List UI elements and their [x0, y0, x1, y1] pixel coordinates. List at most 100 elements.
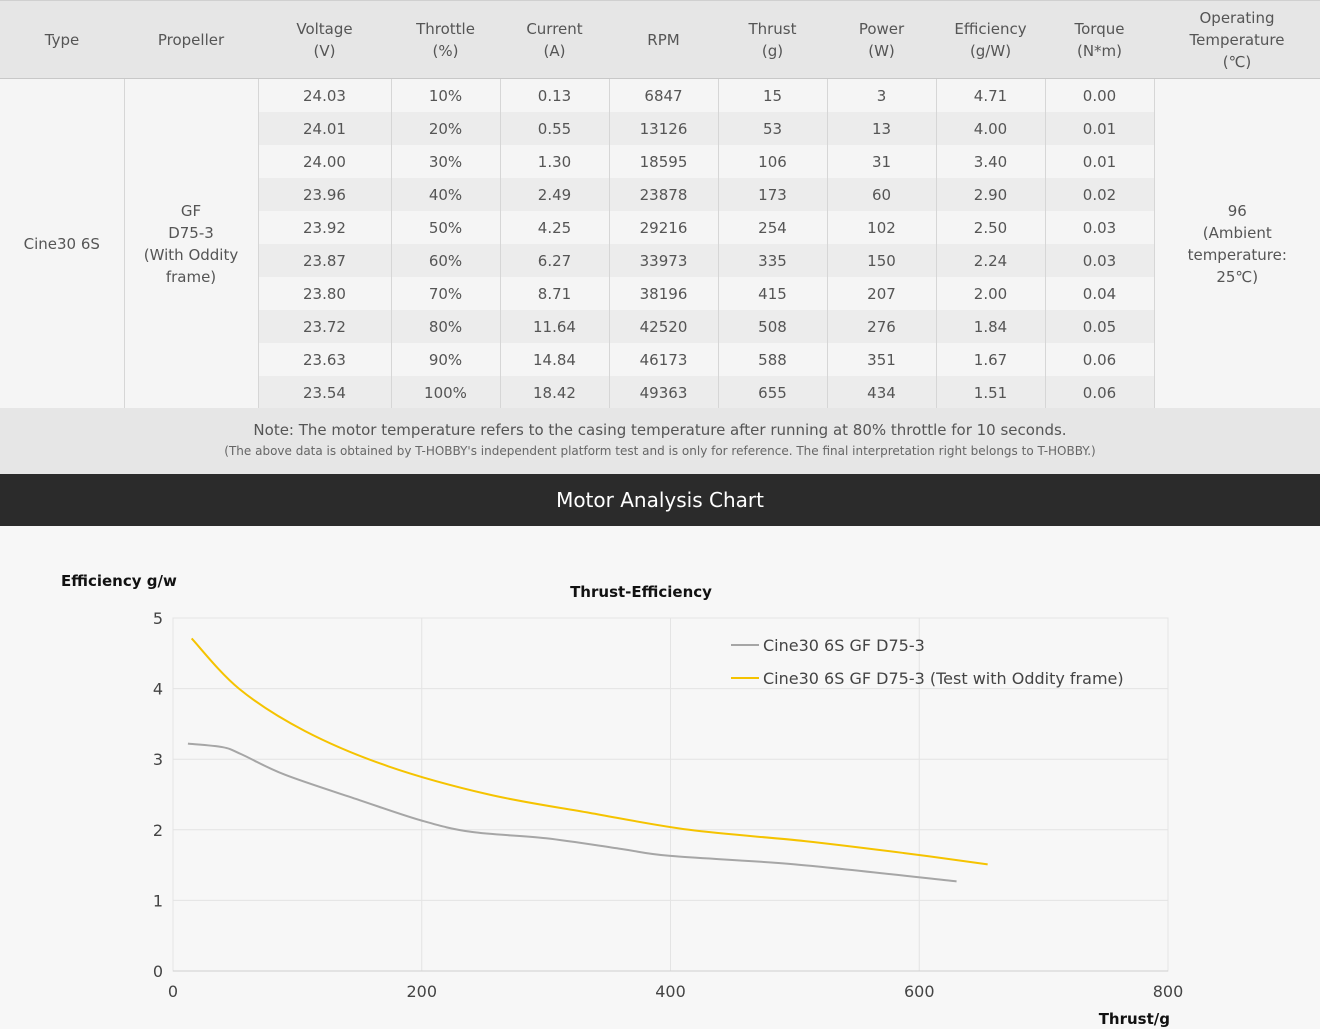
thrust-cell: 173: [717, 178, 827, 211]
power-cell: 276: [826, 310, 936, 343]
propeller-cell: GF D75-3 (With Oddity frame): [123, 78, 258, 410]
table-row: 23.63 90% 14.84 46173 588 351 1.67 0.06: [0, 343, 1320, 376]
rpm-cell: 33973: [608, 244, 718, 277]
current-cell: 0.13: [499, 78, 609, 112]
torque-cell: 0.01: [1044, 145, 1154, 178]
power-cell: 60: [826, 178, 936, 211]
table-row: 24.00 30% 1.30 18595 106 31 3.40 0.01: [0, 145, 1320, 178]
table-row: Cine30 6S GF D75-3 (With Oddity frame) 2…: [0, 78, 1320, 410]
table-header-row: Type Propeller Voltage (V) Throttle (%) Cu…: [0, 0, 1320, 79]
table-row: 23.54 100% 18.42 49363 655 434 1.51 0.06: [0, 376, 1320, 410]
current-cell: 6.27: [499, 244, 609, 277]
voltage-cell: 23.72: [257, 310, 391, 343]
test-note: Note: The motor temperature refers to th…: [0, 408, 1320, 474]
torque-cell: 0.05: [1044, 310, 1154, 343]
throttle-cell: 100%: [390, 376, 500, 410]
chart-legend: Cine30 6S GF D75-3 Cine30 6S GF D75-3 (Te…: [731, 636, 1124, 688]
throttle-cell: 20%: [390, 112, 500, 145]
temperature-line: 25℃): [1216, 268, 1259, 287]
header-torque: Torque (N*m): [1045, 0, 1154, 79]
table-row: 24.01 20% 0.55 13126 53 13 4.00 0.01: [0, 112, 1320, 145]
yellow-series-line: [190, 637, 988, 866]
rpm-cell: 23878: [608, 178, 718, 211]
voltage-cell: 24.03: [257, 78, 391, 112]
voltage-cell: 23.87: [257, 244, 391, 277]
power-cell: 13: [826, 112, 936, 145]
legend-yellow-series-label: Cine30 6S GF D75-3 (Test with Oddity fra…: [763, 669, 1124, 688]
header-voltage: Voltage (V): [258, 0, 391, 79]
header-rpm: RPM: [609, 0, 718, 79]
y-axis-label: Efficiency g/w: [61, 572, 177, 590]
chart-title: Thrust-Efficiency: [570, 583, 712, 601]
throttle-cell: 90%: [390, 343, 500, 376]
voltage-cell: 24.00: [257, 145, 391, 178]
y-tick-label: 0: [153, 962, 163, 981]
efficiency-cell: 4.71: [935, 78, 1045, 112]
x-tick-label: 200: [406, 982, 437, 1001]
thrust-cell: 106: [717, 145, 827, 178]
chart-series: [187, 637, 988, 883]
propeller-line: frame): [165, 268, 217, 287]
header-thrust: Thrust (g): [718, 0, 827, 79]
power-cell: 434: [826, 376, 936, 410]
thrust-cell: 335: [717, 244, 827, 277]
throttle-cell: 40%: [390, 178, 500, 211]
y-tick-label: 4: [153, 680, 163, 699]
efficiency-cell: 4.00: [935, 112, 1045, 145]
voltage-cell: 23.96: [257, 178, 391, 211]
table-row: 23.87 60% 6.27 33973 335 150 2.24 0.03: [0, 244, 1320, 277]
voltage-cell: 24.01: [257, 112, 391, 145]
torque-cell: 0.02: [1044, 178, 1154, 211]
voltage-cell: 23.63: [257, 343, 391, 376]
current-cell: 8.71: [499, 277, 609, 310]
note-disclaimer: (The above data is obtained by T-HOBBY's…: [224, 444, 1096, 458]
temperature-line: temperature:: [1187, 246, 1287, 265]
temperature-line: (Ambient: [1202, 224, 1272, 243]
rpm-cell: 49363: [608, 376, 718, 410]
x-tick-label: 800: [1153, 982, 1184, 1001]
rpm-cell: 46173: [608, 343, 718, 376]
thrust-cell: 53: [717, 112, 827, 145]
chart-grid: [172, 617, 1169, 972]
efficiency-cell: 1.67: [935, 343, 1045, 376]
header-current: Current (A): [500, 0, 609, 79]
note-main: Note: The motor temperature refers to th…: [253, 421, 1067, 439]
thrust-cell: 254: [717, 211, 827, 244]
temperature-line: 96: [1227, 202, 1247, 221]
rpm-cell: 6847: [608, 78, 718, 112]
temperature-cell: 96 (Ambient temperature: 25℃): [1153, 78, 1320, 410]
header-temperature: Operating Temperature (℃): [1154, 0, 1320, 79]
torque-cell: 0.03: [1044, 244, 1154, 277]
x-tick-label: 0: [168, 982, 178, 1001]
type-cell: Cine30 6S: [0, 78, 124, 410]
efficiency-cell: 2.24: [935, 244, 1045, 277]
efficiency-cell: 2.50: [935, 211, 1045, 244]
torque-cell: 0.04: [1044, 277, 1154, 310]
motor-spec-table: Type Propeller Voltage (V) Throttle (%) Cu…: [0, 0, 1320, 410]
current-cell: 11.64: [499, 310, 609, 343]
throttle-cell: 10%: [390, 78, 500, 112]
thrust-cell: 655: [717, 376, 827, 410]
torque-cell: 0.01: [1044, 112, 1154, 145]
thrust-cell: 588: [717, 343, 827, 376]
header-propeller: Propeller: [124, 0, 258, 79]
y-tick-label: 5: [153, 609, 163, 628]
power-cell: 150: [826, 244, 936, 277]
throttle-cell: 70%: [390, 277, 500, 310]
throttle-cell: 60%: [390, 244, 500, 277]
current-cell: 4.25: [499, 211, 609, 244]
power-cell: 351: [826, 343, 936, 376]
table-row: 23.96 40% 2.49 23878 173 60 2.90 0.02: [0, 178, 1320, 211]
x-tick-label: 600: [904, 982, 935, 1001]
torque-cell: 0.06: [1044, 376, 1154, 410]
table-body: Cine30 6S GF D75-3 (With Oddity frame) 2…: [0, 78, 1320, 410]
table-row: 23.80 70% 8.71 38196 415 207 2.00 0.04: [0, 277, 1320, 310]
current-cell: 18.42: [499, 376, 609, 410]
torque-cell: 0.06: [1044, 343, 1154, 376]
efficiency-cell: 1.84: [935, 310, 1045, 343]
voltage-cell: 23.92: [257, 211, 391, 244]
throttle-cell: 50%: [390, 211, 500, 244]
rpm-cell: 18595: [608, 145, 718, 178]
